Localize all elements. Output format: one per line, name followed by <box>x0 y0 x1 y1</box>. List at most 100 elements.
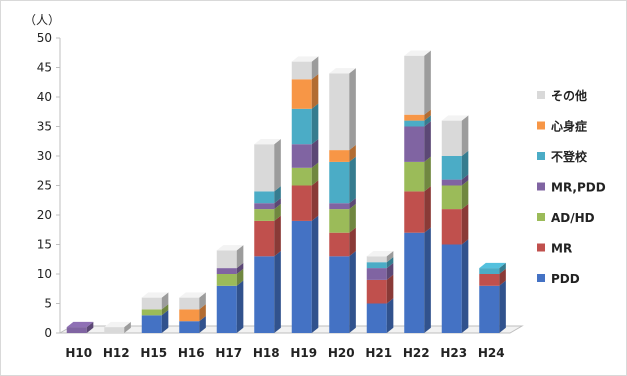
bar-front <box>141 315 162 333</box>
bar-front <box>366 279 387 304</box>
bar-segment <box>441 150 469 180</box>
x-tick-label: H17 <box>215 346 242 360</box>
bar-side <box>461 239 469 333</box>
bar-front <box>179 297 200 310</box>
bar-side <box>461 115 469 156</box>
legend-swatch <box>537 182 545 191</box>
bar-front <box>404 114 425 121</box>
bar-segment <box>404 227 431 333</box>
legend-label: MR,PDD <box>551 181 606 195</box>
bar-front <box>329 150 350 162</box>
bar-side <box>311 215 319 333</box>
bar-side <box>386 256 394 269</box>
bar-side <box>386 274 394 304</box>
bar-segment <box>254 215 281 257</box>
legend-swatch <box>537 152 545 160</box>
bar-front <box>291 79 312 109</box>
y-tick-label: 50 <box>37 31 52 45</box>
bar-side <box>274 251 281 333</box>
bar-side <box>424 115 431 127</box>
bar-front <box>216 274 237 286</box>
y-axis-unit-label: （人） <box>24 13 60 27</box>
bar-segment <box>479 280 506 333</box>
y-tick-label: 35 <box>37 120 52 134</box>
legend-label: その他 <box>551 88 587 103</box>
bar-front <box>404 126 425 162</box>
y-tick-label: 30 <box>37 149 52 163</box>
legend-swatch <box>537 274 545 282</box>
legend-item: その他 <box>537 88 587 103</box>
bar-front <box>366 262 387 269</box>
bar-segment <box>179 315 206 333</box>
bar-front <box>329 73 350 151</box>
bar-side <box>236 262 244 274</box>
bar-front <box>179 309 200 322</box>
legend-label: PDD <box>551 272 580 286</box>
bar-top <box>441 115 469 121</box>
bar-front <box>366 303 387 333</box>
bar-segment <box>66 321 94 333</box>
legend-item: PDD <box>537 272 580 286</box>
bar-segment <box>291 56 319 80</box>
bar-front <box>291 185 312 221</box>
bar-segment <box>479 268 506 286</box>
y-tick-label: 10 <box>37 267 52 281</box>
legend-swatch <box>537 213 545 221</box>
legend-label: 不登校 <box>551 149 588 164</box>
bar-top <box>104 321 131 328</box>
x-tick-label: H18 <box>253 346 280 360</box>
x-tick-label: H22 <box>403 346 430 360</box>
bar-segment <box>366 274 394 304</box>
bar-segment <box>179 304 206 322</box>
bar-front <box>179 321 200 333</box>
x-tick-label: H10 <box>65 346 92 360</box>
bar-segment <box>216 280 244 333</box>
bar-segment <box>441 203 469 245</box>
bar-segment <box>291 103 319 145</box>
bar-side <box>311 162 319 186</box>
bar-front <box>404 232 425 333</box>
bar-front <box>254 144 275 192</box>
bar-side <box>86 321 94 333</box>
bar-front <box>441 209 462 245</box>
bar-segment <box>291 162 319 186</box>
bar-side <box>199 304 206 322</box>
bar-front <box>141 297 162 310</box>
bar-front <box>254 209 275 221</box>
bar-segment <box>291 74 319 109</box>
bar-front <box>216 250 237 269</box>
bar-segment <box>404 121 431 162</box>
bar-side <box>424 186 431 233</box>
bar-side <box>349 203 356 233</box>
bar-side <box>274 186 281 204</box>
bar-side <box>236 268 244 286</box>
bar-side <box>161 304 169 316</box>
legend-item: MR <box>537 242 572 256</box>
bar-segment <box>329 68 356 151</box>
bar-front <box>329 209 350 233</box>
bar-front <box>366 268 387 280</box>
legend-swatch <box>537 91 545 99</box>
bar-top <box>216 245 244 251</box>
bar-side <box>349 251 356 333</box>
bar-segment <box>366 251 394 263</box>
bar-top <box>404 50 431 56</box>
bar-top <box>479 262 506 269</box>
bar-segment <box>441 239 469 333</box>
bar-side <box>461 203 469 245</box>
bar-side <box>199 315 206 333</box>
bar-front <box>404 55 425 115</box>
bar-segment <box>254 203 281 221</box>
bar-front <box>366 256 387 263</box>
bar-front <box>254 203 275 210</box>
bar-segment <box>254 197 281 210</box>
bar-front <box>254 220 275 257</box>
bar-segment <box>141 310 169 333</box>
bar-segment <box>329 227 356 257</box>
bar-side <box>311 180 319 221</box>
bar-segment <box>329 251 356 333</box>
bar-side <box>199 292 206 310</box>
bar-front <box>329 203 350 210</box>
bar-segment <box>404 115 431 127</box>
